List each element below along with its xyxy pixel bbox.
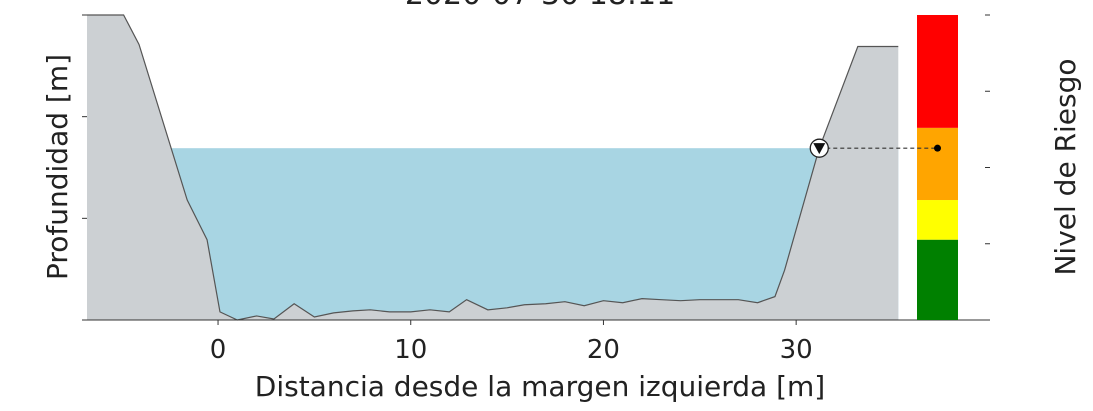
ground bbox=[87, 15, 899, 320]
x-tick-label: 30 bbox=[780, 335, 813, 365]
risk-segment bbox=[917, 239, 958, 320]
x-tick-label: 20 bbox=[587, 335, 620, 365]
risk-label: Nivel de Riesgo bbox=[1049, 58, 1082, 275]
risk-segment bbox=[917, 127, 958, 201]
risk-segment bbox=[917, 15, 958, 128]
water bbox=[87, 148, 899, 320]
chart-title: 2020-07-30 18:11 bbox=[405, 0, 675, 12]
x-tick-label: 0 bbox=[210, 335, 227, 365]
x-tick-label: 10 bbox=[394, 335, 427, 365]
x-axis-label: Distancia desde la margen izquierda [m] bbox=[255, 370, 825, 403]
risk-segment bbox=[917, 200, 958, 240]
risk-marker bbox=[934, 144, 941, 152]
ground-line bbox=[87, 14, 899, 321]
y-axis-label: Profundidad [m] bbox=[41, 54, 74, 280]
level-triangle bbox=[813, 143, 826, 155]
